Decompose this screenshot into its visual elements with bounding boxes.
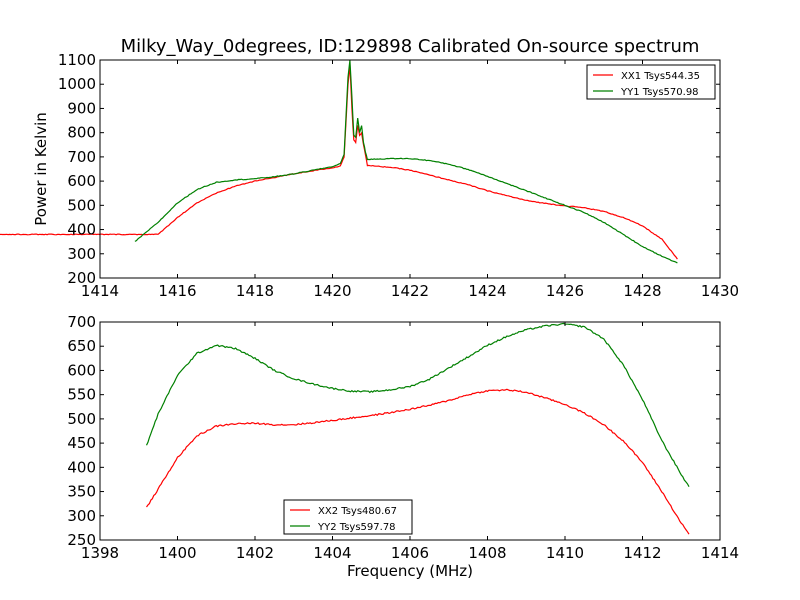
top-plot-ytick-label: 400: [67, 221, 96, 239]
bottom-plot-legend: XX2 Tsys480.67 YY2 Tsys597.78: [283, 499, 413, 535]
top-plot-ytick-label: 200: [67, 269, 96, 287]
top-plot-xtick-label: 1424: [468, 282, 506, 300]
top-plot-xtick-label: 1420: [313, 282, 351, 300]
bottom-plot-xtick-label: 1404: [313, 544, 351, 562]
bottom-plot-legend-label-1: XX2 Tsys480.67: [318, 506, 397, 517]
top-plot-ylabel: Power in Kelvin: [32, 112, 50, 226]
bottom-plot-ytick-label: 400: [67, 458, 96, 476]
bottom-plot-legend-label-2: YY2 Tsys597.78: [317, 522, 396, 533]
bottom-plot-xtick-label: 1398: [81, 544, 119, 562]
bottom-plot-ytick-label: 450: [67, 434, 96, 452]
bottom-plot-ytick-label: 250: [67, 531, 96, 549]
top-plot-ytick-label: 1100: [58, 51, 96, 69]
top-plot-legend-label-2: YY1 Tsys570.98: [620, 87, 699, 98]
top-plot-xtick-label: 1414: [81, 282, 119, 300]
top-plot-ytick-label: 1000: [58, 75, 96, 93]
top-plot-ytick-label: 300: [67, 245, 96, 263]
top-plot-xtick-label: 1428: [623, 282, 661, 300]
top-plot-ytick-label: 700: [67, 148, 96, 166]
top-plot-xtick-label: 1422: [391, 282, 429, 300]
bottom-plot-xtick-label: 1402: [236, 544, 274, 562]
bottom-plot-ticks: 1398 1400 1402 1404 1406 1408 1410 1412 1414 250 3…: [67, 313, 739, 562]
bottom-plot-xlabel: Frequency (MHz): [347, 562, 473, 580]
bottom-plot-legend-box: [283, 499, 413, 535]
bottom-plot-ytick-label: 550: [67, 386, 96, 404]
top-plot-xtick-label: 1418: [236, 282, 274, 300]
bottom-plot-ytick-label: 350: [67, 483, 96, 501]
top-plot-series-line-2: [134, 60, 678, 264]
figure-title: Milky_Way_0degrees, ID:129898 Calibrated…: [121, 36, 700, 57]
bottom-plot-xtick-label: 1400: [158, 544, 196, 562]
top-plot-ytick-label: 500: [67, 196, 96, 214]
top-plot-legend-label-1: XX1 Tsys544.35: [621, 71, 700, 82]
bottom-plot-xtick-label: 1408: [468, 544, 506, 562]
bottom-plot-ytick-label: 300: [67, 507, 96, 525]
bottom-plot: 1398 1400 1402 1404 1406 1408 1410 1412 1414 250 3…: [67, 313, 739, 580]
top-plot: 1414 1416 1418 1420 1422 1424 1426 1428 1430 200 3…: [0, 51, 739, 300]
top-plot-series: [0, 60, 678, 264]
bottom-plot-series-line-2: [145, 322, 690, 487]
bottom-plot-ytick-label: 700: [67, 313, 96, 331]
bottom-plot-series: [145, 322, 690, 535]
bottom-plot-xtick-label: 1406: [391, 544, 429, 562]
top-plot-ytick-label: 800: [67, 124, 96, 142]
top-plot-ytick-label: 900: [67, 99, 96, 117]
top-plot-xtick-label: 1430: [701, 282, 739, 300]
top-plot-xtick-label: 1426: [546, 282, 584, 300]
top-plot-ticks: 1414 1416 1418 1420 1422 1424 1426 1428 1430 200 3…: [58, 51, 739, 300]
bottom-plot-xtick-label: 1412: [623, 544, 661, 562]
bottom-plot-xtick-label: 1410: [546, 544, 584, 562]
top-plot-legend: XX1 Tsys544.35 YY1 Tsys570.98: [586, 64, 716, 100]
bottom-plot-ytick-label: 500: [67, 410, 96, 428]
top-plot-xtick-label: 1416: [158, 282, 196, 300]
top-plot-ytick-label: 600: [67, 172, 96, 190]
bottom-plot-ytick-label: 600: [67, 361, 96, 379]
top-plot-legend-box: [586, 64, 716, 100]
bottom-plot-ytick-label: 650: [67, 337, 96, 355]
bottom-plot-xtick-label: 1414: [701, 544, 739, 562]
bottom-plot-series-line-1: [146, 388, 690, 535]
